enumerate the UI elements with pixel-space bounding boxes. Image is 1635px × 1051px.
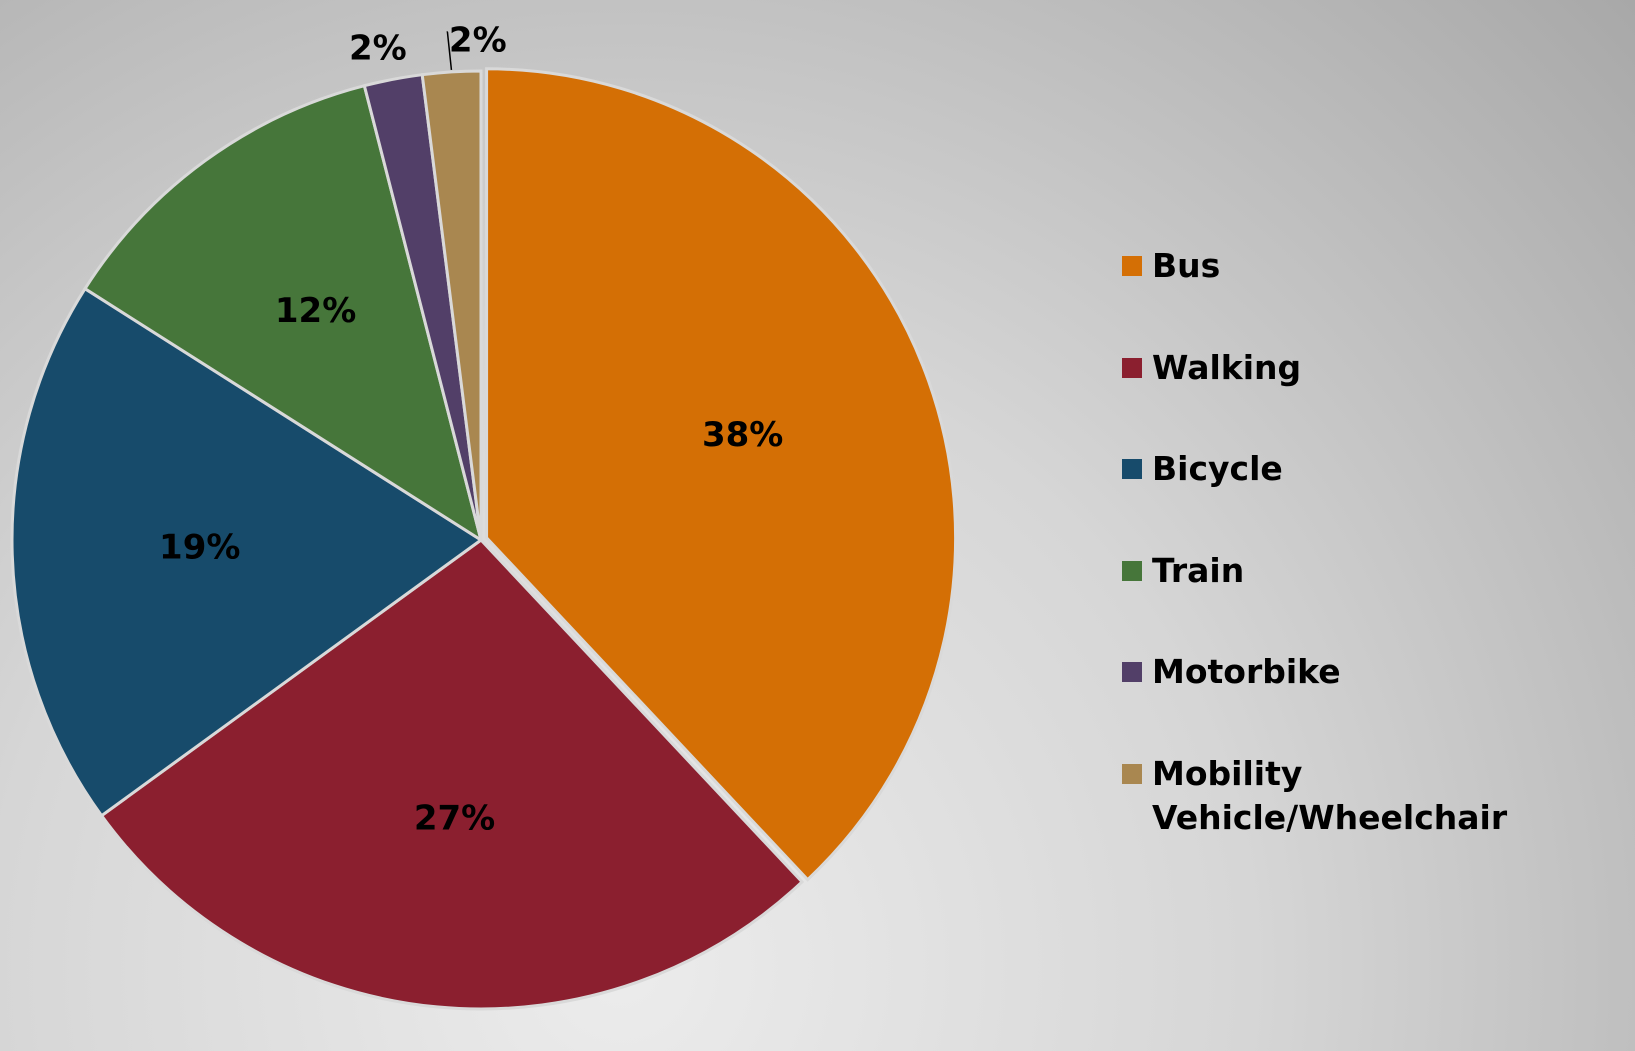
legend-swatch <box>1122 357 1142 378</box>
legend-item: Motorbike <box>1122 650 1632 752</box>
legend-item: Mobility Vehicle/Wheelchair <box>1122 752 1632 854</box>
legend-label: Bus <box>1152 246 1221 285</box>
legend-swatch <box>1122 662 1142 682</box>
legend: Bus Walking Bicycle Train Motorbike Mobility … <box>1122 244 1632 853</box>
legend-item: Walking <box>1122 346 1632 448</box>
legend-label: Walking <box>1152 347 1302 387</box>
legend-label: Train <box>1152 550 1245 590</box>
legend-swatch <box>1122 256 1142 276</box>
pie-slice <box>485 67 958 882</box>
data-label: 19% <box>159 527 240 567</box>
pie-slice <box>420 69 483 541</box>
legend-label: Motorbike <box>1152 652 1341 691</box>
pie-slice <box>99 538 805 1011</box>
data-label: 38% <box>702 415 783 455</box>
legend-item: Bus <box>1122 244 1632 346</box>
data-label: 12% <box>275 291 356 331</box>
pie-slice <box>82 83 484 544</box>
legend-swatch <box>1122 459 1142 479</box>
legend-item: Bicycle <box>1122 447 1632 549</box>
leader-line <box>446 31 453 71</box>
pie-slice <box>10 286 484 818</box>
legend-item: Train <box>1122 549 1632 651</box>
legend-label: Mobility Vehicle/Wheelchair <box>1152 753 1508 837</box>
legend-swatch <box>1122 763 1142 784</box>
data-label: 2% <box>449 20 507 60</box>
legend-swatch <box>1122 560 1142 581</box>
data-label: 2% <box>349 28 407 68</box>
data-label: 27% <box>414 799 495 839</box>
legend-label: Bicycle <box>1152 449 1283 488</box>
